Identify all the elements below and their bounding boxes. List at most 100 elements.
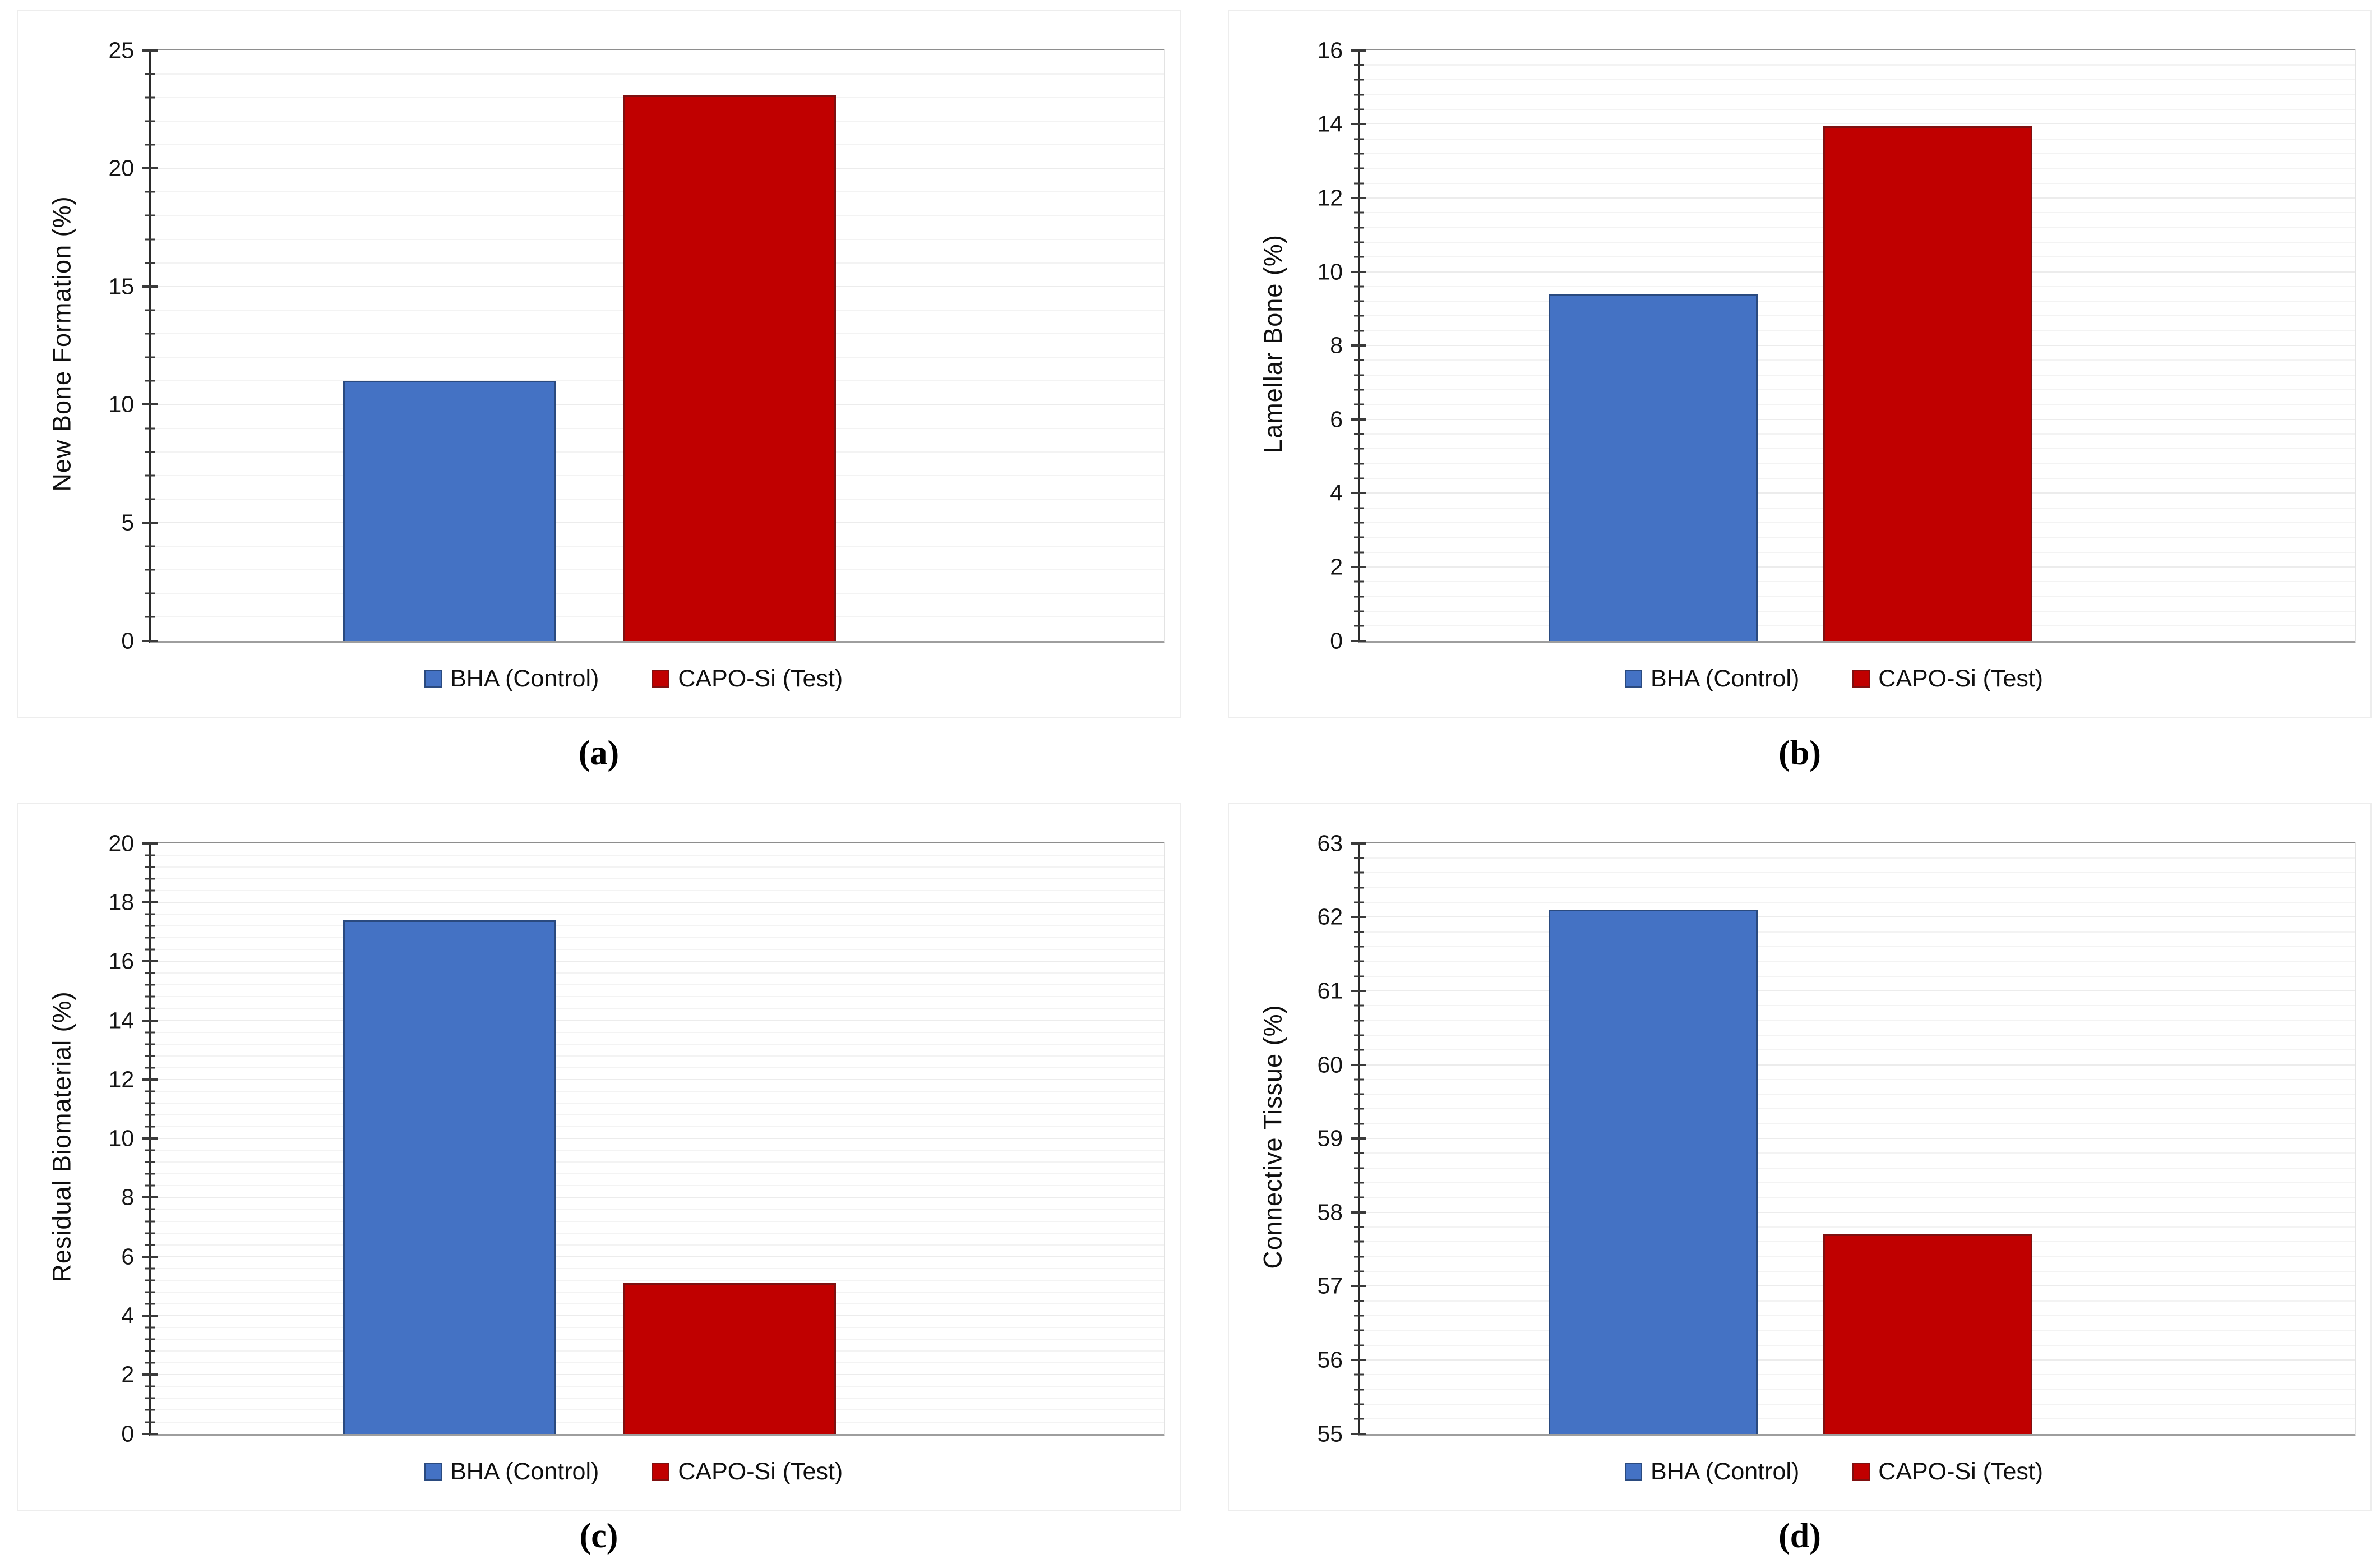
bar-bha-control	[343, 381, 556, 641]
y-minor-tick	[145, 1031, 155, 1034]
chart-frame: Residual Biomaterial (%) 0 2 4 6 8 10 12 14 16 18…	[17, 803, 1181, 1511]
y-major-tick	[142, 960, 158, 963]
legend: BHA (Control) CAPO-Si (Test)	[111, 649, 1157, 708]
y-minor-tick	[1354, 108, 1364, 110]
y-minor-tick	[1354, 931, 1364, 933]
gridline	[151, 1008, 1164, 1009]
y-minor-tick	[145, 1114, 155, 1116]
y-tick-label: 2	[121, 1361, 135, 1387]
y-major-tick	[1351, 418, 1367, 421]
y-minor-tick	[145, 1291, 155, 1293]
bar-capo-si-test	[623, 95, 836, 641]
gridline	[151, 1020, 1164, 1021]
gridline	[1360, 64, 2355, 66]
y-major-tick	[142, 1196, 158, 1199]
gridline	[151, 937, 1164, 939]
y-axis-title-text: New Bone Formation (%)	[48, 196, 76, 492]
gridline	[151, 854, 1164, 856]
y-tick-label: 10	[1317, 259, 1343, 285]
y-tick-label: 63	[1317, 830, 1343, 856]
bar-capo-si-test	[1823, 1234, 2033, 1434]
y-tick-label: 15	[108, 273, 135, 299]
y-minor-tick	[1354, 975, 1364, 977]
bar-capo-si-test	[1823, 126, 2033, 641]
plot-area: 0 2 4 6 8 10 12 14 16	[1317, 37, 2356, 653]
y-major-tick	[142, 1137, 158, 1140]
gridline	[151, 1279, 1164, 1281]
y-major-tick	[1351, 989, 1367, 992]
legend-swatch-blue-icon	[424, 670, 442, 688]
y-major-tick	[1351, 344, 1367, 347]
y-major-tick	[142, 1255, 158, 1258]
y-minor-tick	[1354, 433, 1364, 435]
y-minor-tick	[1354, 300, 1364, 302]
y-minor-tick	[1354, 1196, 1364, 1198]
y-minor-tick	[145, 889, 155, 892]
gridline	[1360, 1167, 2355, 1169]
y-major-tick	[1351, 123, 1367, 126]
gridline	[1360, 946, 2355, 947]
y-minor-tick	[145, 1338, 155, 1340]
y-minor-tick	[145, 1303, 155, 1305]
gridline	[1360, 1108, 2355, 1110]
y-minor-tick	[1354, 1167, 1364, 1169]
y-minor-tick	[145, 592, 155, 594]
legend-swatch-red-icon	[652, 1463, 670, 1481]
y-minor-tick	[1354, 580, 1364, 583]
y-minor-tick	[145, 1067, 155, 1069]
y-minor-tick	[1354, 1373, 1364, 1376]
gridline	[1360, 990, 2355, 991]
y-minor-tick	[145, 1208, 155, 1210]
y-minor-tick	[145, 1043, 155, 1045]
gridline	[1360, 1005, 2355, 1007]
y-minor-tick	[1354, 138, 1364, 140]
gridline	[151, 1150, 1164, 1151]
y-minor-tick	[145, 984, 155, 986]
gridline	[151, 1209, 1164, 1210]
y-tick-label: 14	[1317, 110, 1343, 137]
gridline	[1360, 857, 2355, 859]
y-minor-tick	[145, 451, 155, 453]
gridline	[151, 1161, 1164, 1163]
legend-label: CAPO-Si (Test)	[678, 1458, 843, 1485]
y-minor-tick	[1354, 1034, 1364, 1036]
y-tick-label: 16	[1317, 37, 1343, 63]
y-minor-tick	[145, 854, 155, 856]
panel-label-a: (a)	[578, 734, 620, 772]
y-minor-tick	[1354, 887, 1364, 889]
y-minor-tick	[145, 995, 155, 998]
y-tick-label: 8	[121, 1184, 135, 1210]
y-minor-tick	[145, 1161, 155, 1163]
legend-swatch-red-icon	[1852, 670, 1870, 688]
y-major-tick	[1351, 1063, 1367, 1066]
y-minor-tick	[145, 1397, 155, 1399]
y-minor-tick	[1354, 64, 1364, 66]
y-minor-tick	[145, 1279, 155, 1281]
y-minor-tick	[1354, 1078, 1364, 1081]
y-tick-label: 0	[1330, 628, 1343, 654]
legend-swatch-blue-icon	[1625, 670, 1643, 688]
gridline	[1360, 1020, 2355, 1021]
y-minor-tick	[1354, 625, 1364, 627]
y-minor-tick	[145, 1385, 155, 1387]
bar-bha-control	[343, 920, 556, 1434]
gridline	[151, 866, 1164, 868]
gridline	[1360, 961, 2355, 962]
y-minor-tick	[1354, 1020, 1364, 1022]
y-minor-tick	[1354, 389, 1364, 391]
y-tick-label: 10	[108, 391, 135, 417]
y-minor-tick	[145, 191, 155, 193]
bar-bha-control	[1549, 294, 1758, 641]
y-major-tick	[142, 1019, 158, 1022]
y-minor-tick	[145, 1350, 155, 1352]
y-minor-tick	[1354, 463, 1364, 465]
gridline	[1360, 1182, 2355, 1184]
gridline	[1360, 1226, 2355, 1228]
gridline	[151, 984, 1164, 986]
y-minor-tick	[145, 545, 155, 547]
y-major-tick	[1351, 492, 1367, 495]
legend-item-bha: BHA (Control)	[1625, 1458, 1799, 1486]
bar-capo-si-test	[623, 1283, 836, 1434]
y-tick-label: 59	[1317, 1125, 1343, 1151]
y-minor-tick	[1354, 477, 1364, 479]
